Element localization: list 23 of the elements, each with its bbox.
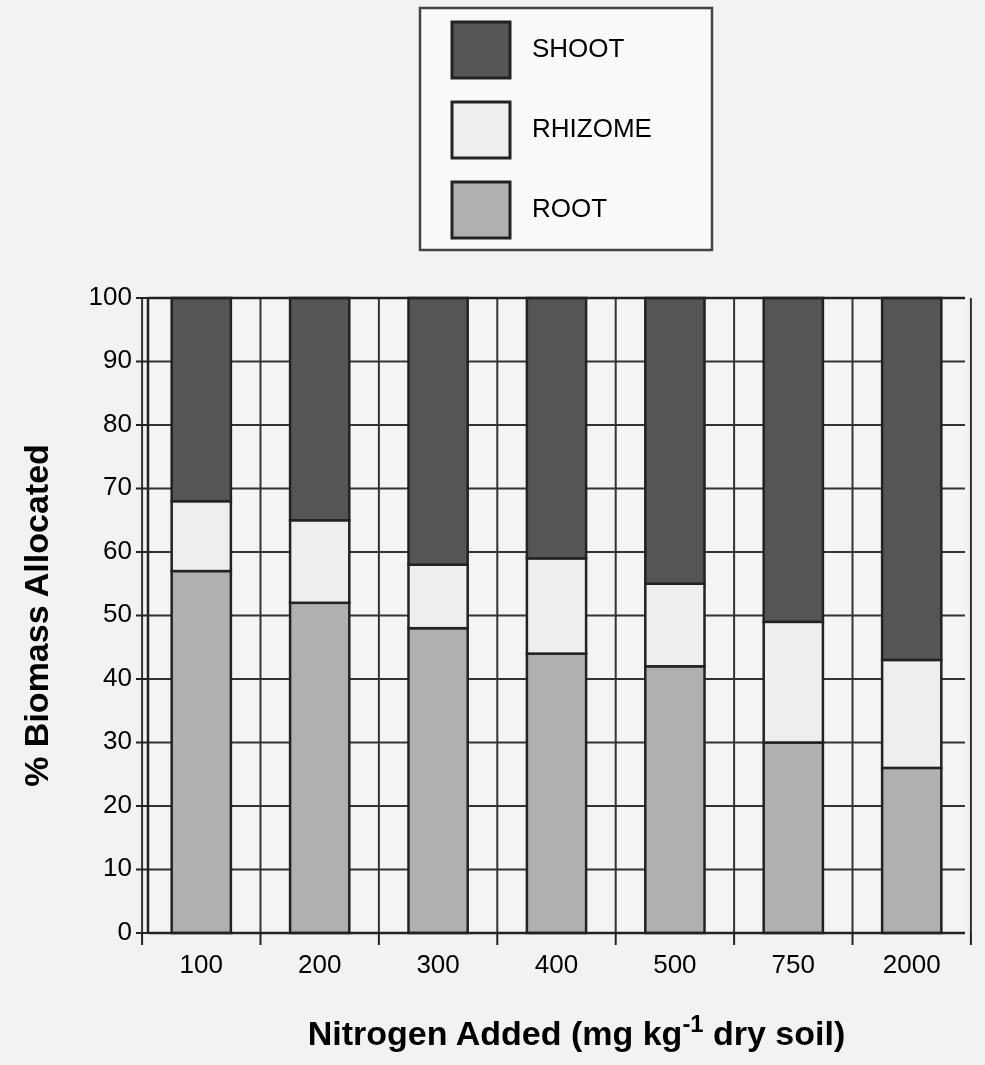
- x-tick-label: 200: [297, 949, 342, 979]
- y-axis-title: % Biomass Allocated: [17, 444, 55, 787]
- legend-label: SHOOT: [532, 32, 625, 63]
- y-tick-label: 90: [103, 344, 132, 375]
- y-tick-label: 100: [88, 280, 132, 311]
- y-tick-label: 0: [117, 915, 132, 946]
- legend-label: ROOT: [532, 192, 608, 223]
- x-tick-label: 750: [771, 949, 816, 979]
- x-axis-title: Nitrogen Added (mg kg$^{-1}$ dry soil): [307, 1009, 846, 1052]
- y-tick-label: 80: [103, 407, 132, 438]
- x-tick-label: 100: [179, 949, 223, 979]
- y-tick-label: 10: [103, 852, 132, 883]
- x-tick-label: 400: [534, 949, 579, 979]
- x-tick-label: 2000: [882, 949, 941, 979]
- y-tick-label: 30: [103, 725, 132, 756]
- y-tick-label: 60: [103, 534, 132, 565]
- y-tick-label: 50: [103, 598, 132, 629]
- legend-label: RHIZOME: [532, 112, 652, 143]
- y-tick-label: 70: [103, 471, 132, 502]
- y-tick-label: 20: [103, 788, 132, 819]
- y-tick-label: 40: [103, 661, 132, 692]
- x-tick-label: 300: [416, 949, 460, 979]
- x-tick-label: 500: [653, 949, 697, 979]
